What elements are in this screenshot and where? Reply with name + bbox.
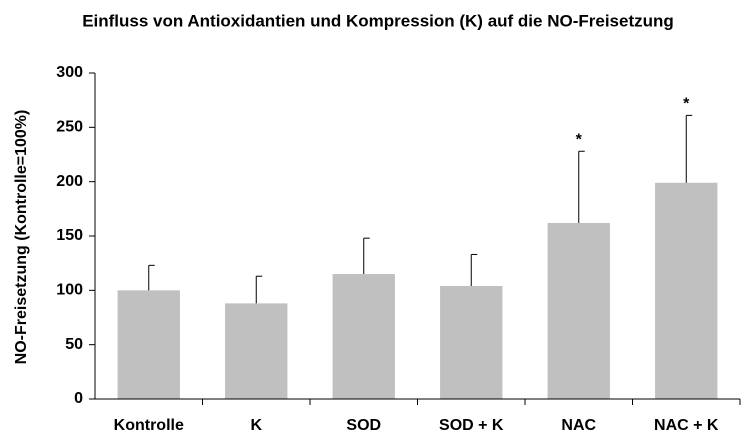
y-axis-label: NO-Freisetzung (Kontrolle=100%)	[13, 110, 30, 365]
x-tick-label: SOD + K	[439, 417, 504, 434]
y-tick-label: 100	[56, 282, 83, 299]
y-tick-label: 0	[74, 390, 83, 407]
y-tick-label: 300	[56, 64, 83, 81]
x-tick-label: NAC + K	[654, 417, 719, 434]
y-tick-label: 50	[65, 336, 83, 353]
significance-label: *	[683, 96, 690, 113]
y-tick-label: 150	[56, 227, 83, 244]
y-tick-label: 200	[56, 173, 83, 190]
bar	[117, 290, 180, 399]
x-tick-label: K	[250, 417, 262, 434]
y-tick-label: 250	[56, 119, 83, 136]
x-tick-label: SOD	[346, 417, 381, 434]
bar	[332, 274, 395, 399]
x-tick-label: NAC	[561, 417, 596, 434]
x-tick-label: Kontrolle	[114, 417, 184, 434]
significance-label: *	[576, 131, 583, 148]
bar	[225, 303, 288, 399]
bar	[547, 222, 610, 399]
bar	[655, 182, 718, 399]
chart-title: Einfluss von Antioxidantien und Kompress…	[82, 11, 674, 30]
bar	[440, 285, 503, 399]
